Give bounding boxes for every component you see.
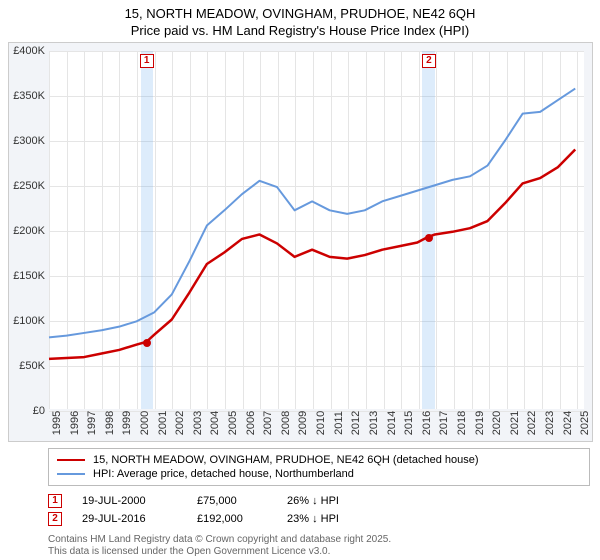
footer-line-1: Contains HM Land Registry data © Crown c… [48,534,590,546]
legend-swatch [57,459,85,461]
x-axis-label: 1999 [119,411,133,435]
x-axis-label: 1996 [67,411,81,435]
legend-row: HPI: Average price, detached house, Nort… [57,467,581,481]
sales-price: £75,000 [197,495,267,507]
series-svg [49,51,584,409]
x-axis-label: 2010 [313,411,327,435]
sales-date: 19-JUL-2000 [82,495,177,507]
y-axis-label: £300K [13,135,49,147]
x-axis-label: 2019 [472,411,486,435]
x-axis-label: 2009 [295,411,309,435]
sales-table: 1 19-JUL-2000 £75,000 26% ↓ HPI 2 29-JUL-2016… [48,492,590,528]
title-line-1: 15, NORTH MEADOW, OVINGHAM, PRUDHOE, NE4… [0,6,600,23]
x-axis-label: 2014 [384,411,398,435]
x-axis-label: 2025 [577,411,591,435]
x-axis-label: 2020 [489,411,503,435]
x-axis-label: 2021 [507,411,521,435]
sales-price: £192,000 [197,513,267,525]
x-axis-label: 2016 [419,411,433,435]
x-axis-label: 2022 [524,411,538,435]
x-axis-label: 2013 [366,411,380,435]
series-line-property [49,149,575,358]
y-axis-label: £50K [19,360,49,372]
y-axis-label: £250K [13,180,49,192]
chart-panel: £0 £50K £100K £150K £200K £250K £300K £350K £400… [8,42,593,442]
x-axis-label: 2017 [436,411,450,435]
legend-section: 15, NORTH MEADOW, OVINGHAM, PRUDHOE, NE4… [48,448,590,486]
sales-marker: 2 [48,512,62,526]
y-axis-label: £0 [33,405,49,417]
x-axis-label: 2006 [243,411,257,435]
x-axis-label: 2001 [155,411,169,435]
x-axis-label: 1998 [102,411,116,435]
marker-label: 2 [422,54,436,68]
legend-box: 15, NORTH MEADOW, OVINGHAM, PRUDHOE, NE4… [48,448,590,486]
sales-marker: 1 [48,494,62,508]
x-axis-label: 2002 [172,411,186,435]
sales-delta: 23% ↓ HPI [287,513,339,525]
sales-delta: 26% ↓ HPI [287,495,339,507]
sales-row: 1 19-JUL-2000 £75,000 26% ↓ HPI [48,492,590,510]
footer-line-2: This data is licensed under the Open Gov… [48,546,590,558]
x-axis-label: 2012 [348,411,362,435]
sales-row: 2 29-JUL-2016 £192,000 23% ↓ HPI [48,510,590,528]
chart-title-block: 15, NORTH MEADOW, OVINGHAM, PRUDHOE, NE4… [0,0,600,42]
x-axis-label: 2018 [454,411,468,435]
x-axis-label: 2023 [542,411,556,435]
marker-dot [143,339,151,347]
sales-date: 29-JUL-2016 [82,513,177,525]
legend-row: 15, NORTH MEADOW, OVINGHAM, PRUDHOE, NE4… [57,453,581,467]
x-axis-label: 1995 [49,411,63,435]
x-axis-label: 2000 [137,411,151,435]
x-axis-label: 2003 [190,411,204,435]
x-axis-label: 1997 [84,411,98,435]
legend-label: 15, NORTH MEADOW, OVINGHAM, PRUDHOE, NE4… [93,454,479,466]
x-axis-label: 2004 [207,411,221,435]
x-axis-label: 2011 [331,411,345,435]
title-line-2: Price paid vs. HM Land Registry's House … [0,23,600,40]
legend-label: HPI: Average price, detached house, Nort… [93,468,354,480]
marker-label: 1 [140,54,154,68]
y-axis-label: £150K [13,270,49,282]
marker-dot [425,234,433,242]
plot-area: £0£50K£100K£150K£200K£250K£300K£350K£400… [49,51,584,409]
footer-note: Contains HM Land Registry data © Crown c… [48,534,590,558]
y-axis-label: £350K [13,90,49,102]
x-axis-label: 2024 [560,411,574,435]
x-axis-label: 2005 [225,411,239,435]
x-axis-label: 2007 [260,411,274,435]
y-axis-label: £400K [13,45,49,57]
y-axis-label: £200K [13,225,49,237]
legend-swatch [57,473,85,475]
y-axis-label: £100K [13,315,49,327]
x-axis-label: 2015 [401,411,415,435]
x-axis-label: 2008 [278,411,292,435]
